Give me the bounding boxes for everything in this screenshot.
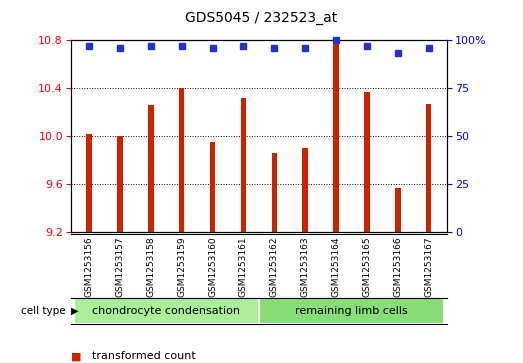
Text: transformed count: transformed count — [92, 351, 195, 362]
Text: GSM1253163: GSM1253163 — [301, 236, 310, 297]
Text: GSM1253161: GSM1253161 — [239, 236, 248, 297]
Text: GSM1253164: GSM1253164 — [332, 236, 340, 297]
Bar — [148, 105, 154, 232]
Bar — [179, 88, 185, 232]
Text: ▶: ▶ — [71, 306, 78, 316]
Bar — [117, 136, 123, 232]
Text: GSM1253167: GSM1253167 — [424, 236, 433, 297]
Bar — [241, 98, 246, 232]
Text: ■: ■ — [71, 351, 81, 362]
Text: GSM1253159: GSM1253159 — [177, 236, 186, 297]
Bar — [395, 188, 401, 232]
Text: GSM1253156: GSM1253156 — [85, 236, 94, 297]
Bar — [333, 42, 339, 232]
Bar — [74, 298, 259, 324]
Text: chondrocyte condensation: chondrocyte condensation — [92, 306, 240, 316]
Text: cell type: cell type — [21, 306, 65, 316]
Bar — [302, 148, 308, 232]
Bar — [426, 104, 431, 232]
Text: GSM1253166: GSM1253166 — [393, 236, 402, 297]
Text: GSM1253165: GSM1253165 — [362, 236, 371, 297]
Bar — [271, 153, 277, 232]
Text: GDS5045 / 232523_at: GDS5045 / 232523_at — [185, 11, 338, 25]
Text: remaining limb cells: remaining limb cells — [295, 306, 408, 316]
Text: GSM1253160: GSM1253160 — [208, 236, 217, 297]
Text: GSM1253162: GSM1253162 — [270, 236, 279, 297]
Bar — [259, 298, 444, 324]
Bar — [86, 134, 92, 232]
Bar — [210, 142, 215, 232]
Text: GSM1253158: GSM1253158 — [146, 236, 155, 297]
Bar — [364, 91, 370, 232]
Text: GSM1253157: GSM1253157 — [116, 236, 124, 297]
